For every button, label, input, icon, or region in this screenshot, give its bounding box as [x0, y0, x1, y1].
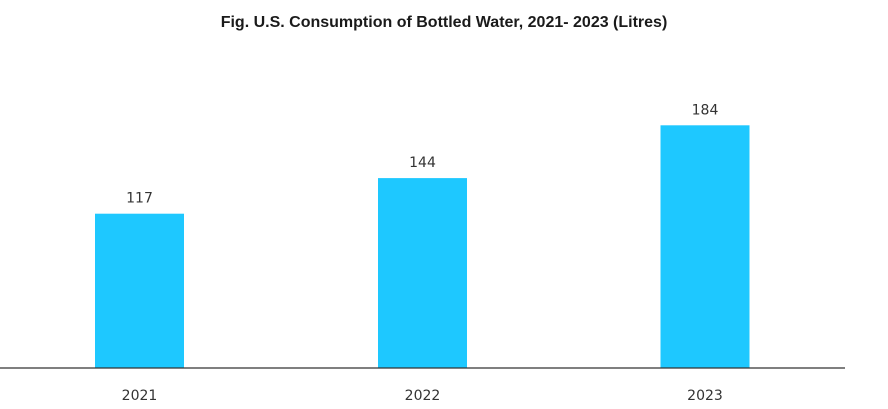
bar-2022 [378, 178, 467, 368]
chart-title: Fig. U.S. Consumption of Bottled Water, … [220, 14, 668, 31]
value-label-2022: 144 [409, 155, 436, 171]
value-label-2021: 117 [126, 191, 153, 207]
value-label-2023: 184 [692, 102, 719, 118]
bars-layer [95, 125, 750, 368]
category-label-2022: 2022 [405, 388, 441, 404]
labels-layer: 117 2021 144 2022 184 2023 [122, 102, 723, 404]
category-label-2021: 2021 [122, 388, 158, 404]
category-label-2023: 2023 [687, 388, 723, 404]
bar-2021 [95, 213, 184, 368]
bar-2023 [660, 125, 750, 368]
